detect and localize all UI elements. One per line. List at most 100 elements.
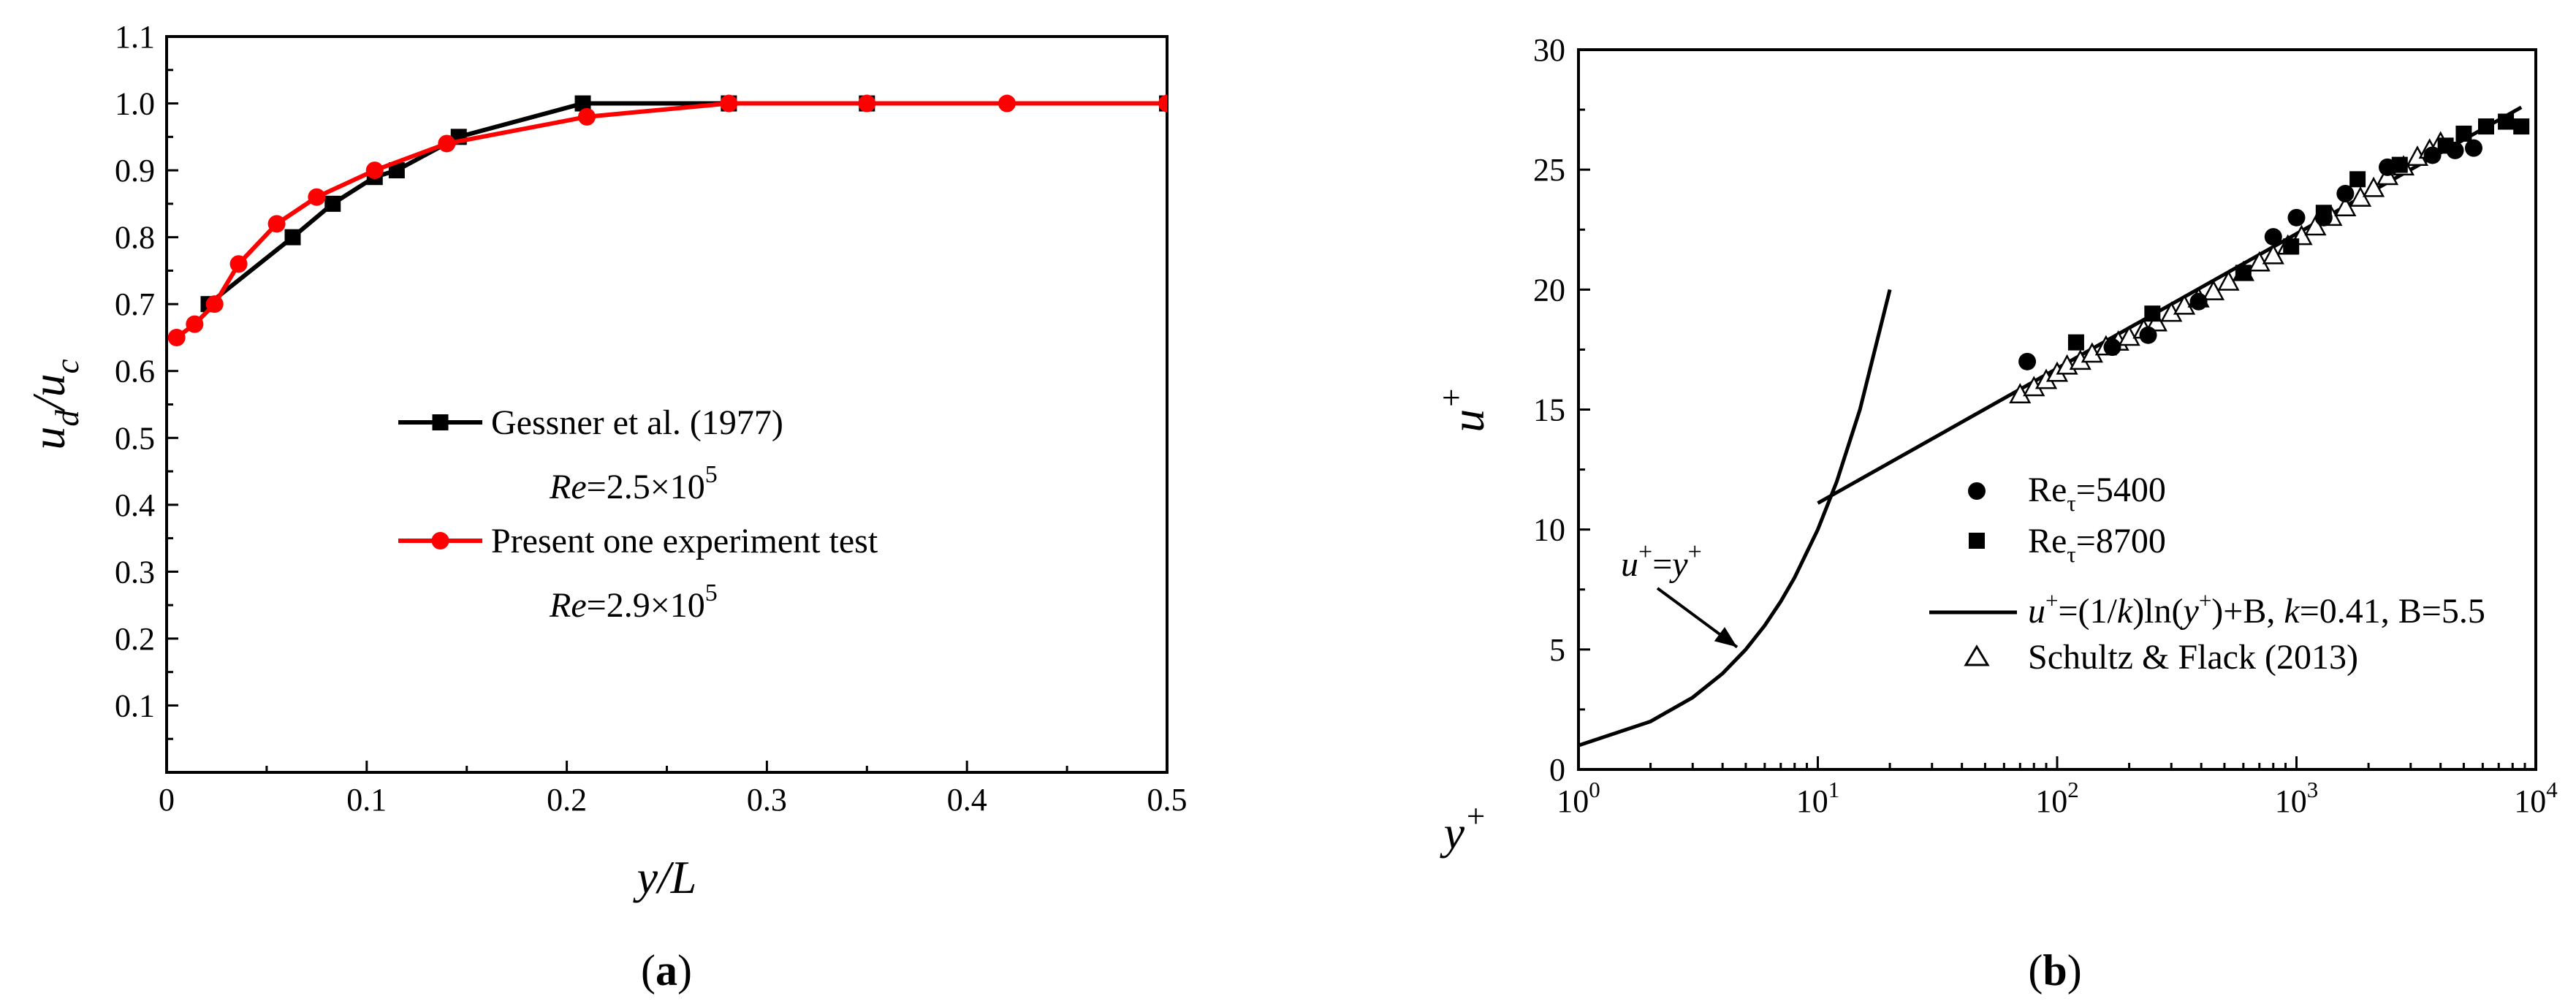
- x-tick-label-a: 0: [159, 782, 175, 818]
- x-tick-label-a: 0.2: [547, 782, 587, 818]
- legend-a: Gessner et al. (1977) Re=2.5×105 Present o…: [398, 403, 878, 625]
- series-line-a: [207, 101, 1167, 306]
- data-point-square-b: [2235, 265, 2252, 281]
- data-point-circle: [998, 94, 1016, 113]
- y-axis-label-b: u+: [1433, 387, 1494, 432]
- y-tick-label-a: 0.1: [115, 688, 155, 723]
- y-tick-label-a: 0.3: [115, 554, 155, 590]
- y-tick-label-b: 15: [1533, 392, 1565, 428]
- x-tick-label-a: 0.1: [346, 782, 387, 818]
- legend-b: Reτ=5400 Reτ=8700 u+=(1/k)ln(y+)+B, k=0.41…: [1929, 471, 2485, 677]
- data-point-circle: [577, 107, 596, 126]
- legend-marker-square: [1969, 533, 1985, 549]
- legend-label-loglaw: u+=(1/k)ln(y+)+B, k=0.41, B=5.5: [2028, 587, 2485, 631]
- y-tick-label-b: 30: [1533, 32, 1565, 68]
- y-tick-label-a: 0.4: [115, 487, 155, 523]
- x-axis-label-a: y/L: [633, 851, 697, 903]
- annotation-label: u+=y+: [1621, 539, 1702, 584]
- y-tick-label-b: 0: [1549, 752, 1565, 788]
- y-axis-label-a: ud/uc: [23, 359, 86, 449]
- data-point-circle: [1158, 94, 1167, 113]
- data-point-triangle: [2304, 215, 2327, 236]
- viscous-line: [1578, 289, 1892, 748]
- y-tick-label-b: 20: [1533, 272, 1565, 308]
- legend-marker-triangle: [1964, 644, 1990, 666]
- x-tick-label-b: 100: [1557, 777, 1600, 819]
- legend-note-gessner: Re=2.5×105: [549, 461, 718, 506]
- series-a-1: [167, 94, 1167, 346]
- data-point-circle: [167, 328, 186, 346]
- data-point-circle: [720, 94, 738, 113]
- data-point-square: [388, 162, 405, 179]
- data-point-square-b: [2283, 238, 2300, 255]
- y-tick-label-a: 1.1: [115, 19, 155, 55]
- y-tick-label-a: 0.8: [115, 220, 155, 256]
- x-tick-label-b: 104: [2514, 777, 2558, 819]
- y-tick-label-a: 0.9: [115, 153, 155, 189]
- panel-a: 0 0.1 0.2 0.3 0.4 0.5 0.1 0.2 0.3 0.4 0.5 0.6 0.7 0.8…: [23, 19, 1188, 995]
- series-a-0: [200, 95, 1167, 313]
- data-point-square-b: [2144, 305, 2161, 322]
- data-point-circle-b: [2464, 139, 2482, 157]
- data-point-circle-b: [2139, 326, 2157, 344]
- x-tick-label-b: 101: [1796, 777, 1840, 819]
- data-point-circle-b: [2189, 292, 2208, 311]
- data-point-circle-b: [2336, 185, 2355, 202]
- legend-label-re8700: Reτ=8700: [2028, 522, 2166, 567]
- legend-note-present: Re=2.9×105: [549, 579, 718, 625]
- data-point-square-b: [2513, 118, 2530, 135]
- legend-label-gessner: Gessner et al. (1977): [491, 403, 783, 442]
- data-point-square-b: [2349, 171, 2366, 188]
- series-line-a: [175, 101, 1167, 340]
- y-tick-label-a: 0.7: [115, 286, 155, 322]
- legend-marker-gessner: [432, 414, 449, 430]
- data-point-square: [574, 95, 591, 112]
- legend-marker-present: [431, 532, 449, 549]
- legend-label-present: Present one experiment test: [491, 522, 878, 560]
- data-point-circle: [365, 161, 384, 180]
- data-point-square-b: [2067, 334, 2084, 351]
- x-tick-label-a: 0.4: [947, 782, 987, 818]
- data-point-triangle: [2362, 176, 2385, 197]
- data-point-circle-b: [2423, 146, 2442, 164]
- data-point-square-b: [2391, 156, 2408, 173]
- y-tick-label-a: 0.6: [115, 354, 155, 389]
- data-point-square-b: [2315, 205, 2332, 221]
- legend-marker-circle: [1968, 482, 1986, 500]
- data-point-circle-b: [2103, 338, 2121, 357]
- x-tick-label-a: 0.5: [1147, 782, 1188, 818]
- y-tick-label-b: 10: [1533, 512, 1565, 548]
- data-point-circle: [858, 94, 876, 113]
- x-tick-label-a: 0.3: [747, 782, 787, 818]
- data-point-circle: [267, 215, 286, 233]
- y-tick-label-b: 5: [1549, 632, 1565, 668]
- data-point-circle: [308, 188, 326, 206]
- data-point-square: [324, 195, 341, 212]
- data-point-square-b: [2478, 118, 2495, 135]
- x-tick-label-b: 102: [2035, 777, 2079, 819]
- legend-label-schultz: Schultz & Flack (2013): [2028, 638, 2358, 677]
- data-point-circle: [229, 255, 248, 273]
- data-point-triangle: [2118, 325, 2140, 346]
- data-point-circle-b: [2018, 352, 2037, 370]
- legend-label-re5400: Reτ=5400: [2028, 471, 2166, 516]
- panel-label-b: (b): [2028, 946, 2081, 995]
- data-point-square-b: [2455, 125, 2472, 142]
- data-point-circle: [186, 315, 204, 333]
- x-axis-label-b: y+: [1440, 798, 1487, 859]
- data-point-circle-b: [2287, 208, 2306, 227]
- annotation-arrow-head: [1714, 627, 1738, 647]
- y-tick-label-a: 0.2: [115, 621, 155, 657]
- data-point-circle-b: [2264, 228, 2282, 246]
- data-point-square-b: [2498, 113, 2515, 130]
- x-tick-label-b: 103: [2275, 777, 2319, 819]
- data-point-square-b: [2437, 137, 2454, 154]
- y-tick-label-a: 0.5: [115, 420, 155, 456]
- y-tick-label-b: 25: [1533, 152, 1565, 188]
- data-point-circle: [205, 295, 224, 313]
- y-tick-label-a: 1.0: [115, 86, 155, 122]
- data-point-circle: [438, 134, 456, 153]
- panel-label-a: (a): [641, 946, 692, 995]
- data-point-square: [284, 229, 301, 246]
